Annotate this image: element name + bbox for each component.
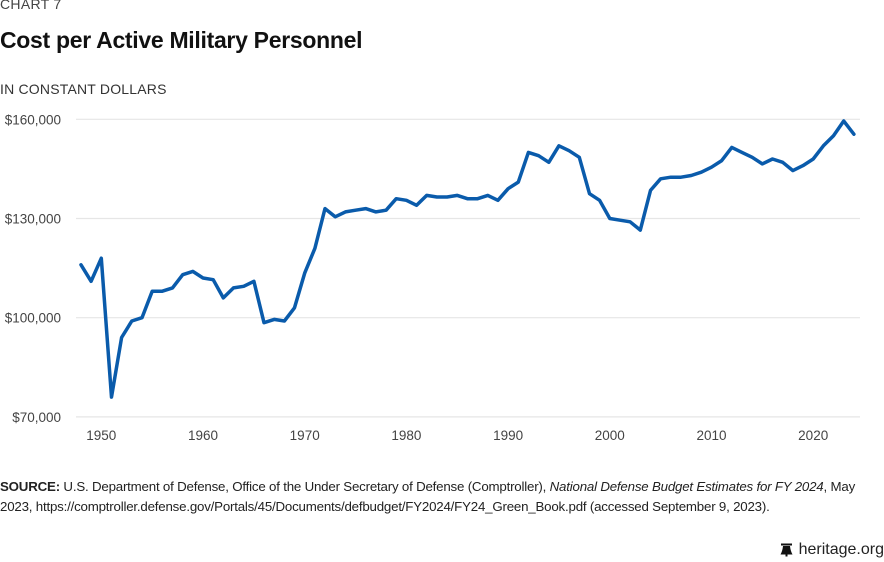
x-tick-label: 2020 [798,428,828,440]
brand-footer: heritage.org [780,541,884,559]
x-axis-tick-labels: 1950 1960 1970 1980 1990 2000 2010 2020 [86,428,828,440]
y-tick-label: $70,000 [12,410,61,425]
source-label: SOURCE: [0,479,60,494]
x-tick-label: 2010 [696,428,726,440]
chart-title: Cost per Active Military Personnel [0,27,363,53]
y-tick-label: $160,000 [5,112,61,127]
gridlines [76,118,860,418]
x-tick-label: 1970 [290,428,320,440]
chart-subtitle: IN CONSTANT DOLLARS [0,81,167,97]
x-tick-label: 1990 [493,428,523,440]
y-tick-label: $130,000 [5,212,61,227]
brand-text: heritage.org [798,541,884,558]
liberty-bell-icon [780,543,793,557]
x-tick-label: 2000 [595,428,625,440]
source-note: SOURCE: U.S. Department of Defense, Offi… [0,477,884,517]
x-tick-label: 1960 [188,428,218,440]
x-tick-label: 1950 [86,428,116,440]
x-tick-label: 1980 [391,428,421,440]
source-title-italic: National Defense Budget Estimates for FY… [549,479,824,494]
y-tick-label: $100,000 [5,311,61,326]
line-chart: $70,000 $100,000 $130,000 $160,000 1950 1960… [5,112,860,440]
source-text-after: , May 2023, https://comptroller.defense.… [0,479,856,514]
series-line [79,119,856,399]
chart-kicker: CHART 7 [0,0,62,12]
source-text-before: U.S. Department of Defense, Office of th… [59,479,550,494]
y-axis-tick-labels: $70,000 $100,000 $130,000 $160,000 [5,112,61,425]
